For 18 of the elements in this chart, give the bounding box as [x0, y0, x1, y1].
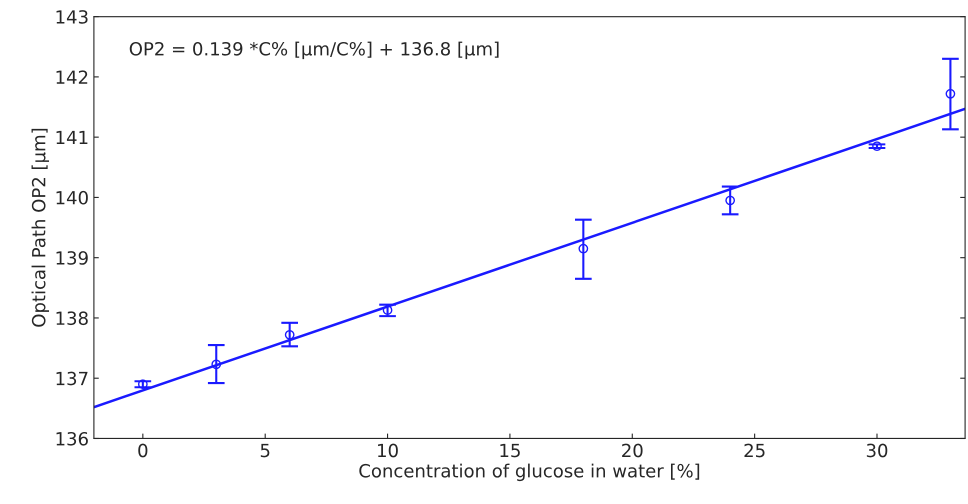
- x-tick-label: 15: [500, 444, 520, 458]
- x-tick-label: 25: [744, 444, 765, 458]
- x-tick-label: 10: [378, 444, 398, 458]
- y-tick-label: 136: [56, 432, 88, 446]
- x-axis-title: Concentration of glucose in water [%]: [359, 464, 700, 482]
- y-tick-label: 143: [56, 10, 88, 24]
- y-tick-label: 142: [56, 70, 88, 84]
- x-tick-label: 20: [622, 444, 643, 458]
- y-tick-label: 140: [56, 190, 88, 205]
- x-tick-label: 0: [138, 444, 148, 458]
- y-tick-label: 141: [56, 130, 88, 144]
- y-axis-title: Optical Path OP2 [µm]: [32, 128, 50, 327]
- y-tick-label: 139: [56, 251, 88, 265]
- y-tick-label: 137: [56, 372, 88, 386]
- annotation: OP2 = 0.139 *C% [µm/C%] + 136.8 [µm]: [130, 42, 499, 60]
- y-tick-label: 138: [56, 311, 88, 326]
- x-tick-label: 30: [866, 444, 888, 458]
- x-tick-label: 5: [260, 444, 270, 458]
